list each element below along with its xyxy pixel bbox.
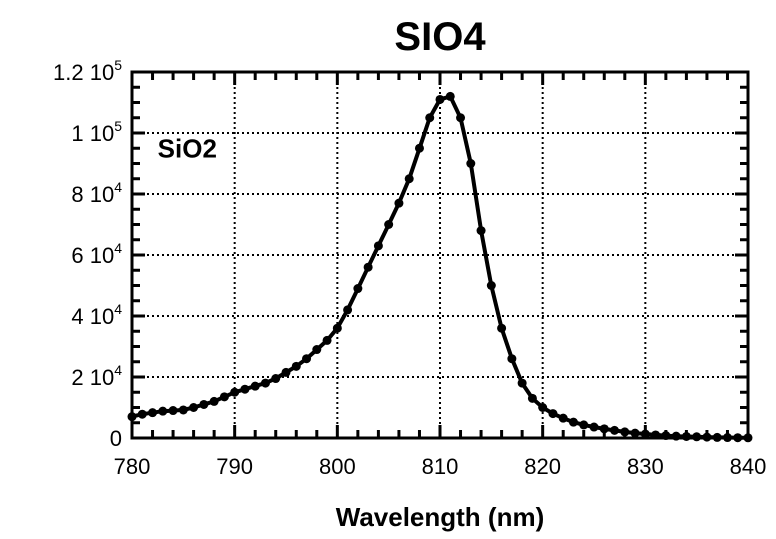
data-point — [661, 431, 671, 441]
data-point — [456, 113, 466, 123]
data-point — [538, 403, 548, 412]
data-point — [435, 94, 445, 104]
data-point — [630, 428, 640, 438]
data-point — [497, 323, 507, 333]
y-tick-label: 1 105 — [71, 118, 122, 146]
x-axis-label: Wavelength (nm) — [336, 502, 544, 532]
data-point — [610, 425, 620, 435]
data-point — [692, 432, 702, 442]
data-point — [414, 143, 424, 153]
data-point — [599, 424, 609, 434]
x-tick-label: 780 — [114, 454, 151, 479]
data-point — [353, 284, 363, 294]
data-point — [589, 422, 599, 432]
data-point — [127, 412, 137, 422]
data-point — [302, 354, 312, 364]
y-tick-label: 6 104 — [71, 240, 122, 268]
y-tick-label: 4 104 — [71, 301, 122, 329]
minor-ticks — [130, 70, 750, 440]
data-point — [168, 406, 178, 416]
data-point — [651, 430, 661, 440]
data-point — [178, 405, 188, 415]
x-axis-ticks: 780 790 800 810 820 830 840 — [114, 454, 767, 479]
chart-title: SIO4 — [394, 15, 486, 59]
data-point — [527, 393, 537, 403]
data-point — [466, 159, 476, 168]
data-point — [394, 198, 404, 208]
annotation-layer: SiO2 — [158, 133, 217, 163]
data-point — [219, 392, 229, 402]
data-point — [158, 406, 168, 416]
series-layer — [127, 91, 753, 443]
x-tick-label: 830 — [627, 454, 664, 479]
data-point — [476, 226, 486, 236]
data-point — [681, 431, 691, 441]
data-point — [722, 433, 732, 443]
data-point — [671, 431, 681, 441]
data-point — [404, 174, 414, 184]
x-tick-label: 810 — [422, 454, 459, 479]
data-point — [332, 323, 342, 333]
data-point — [702, 432, 712, 442]
data-point — [384, 220, 394, 229]
data-point — [240, 384, 250, 394]
data-point — [743, 433, 753, 443]
data-point — [250, 381, 260, 391]
data-point — [507, 354, 517, 364]
data-point — [199, 399, 209, 409]
data-point — [712, 432, 722, 442]
data-point — [373, 241, 383, 251]
x-tick-label: 840 — [730, 454, 767, 479]
data-point — [281, 367, 291, 377]
x-tick-label: 800 — [319, 454, 356, 479]
data-point — [640, 429, 650, 439]
data-point — [271, 374, 281, 384]
data-point — [363, 262, 373, 272]
data-point — [486, 281, 496, 290]
x-tick-label: 820 — [524, 454, 561, 479]
data-point — [558, 413, 568, 423]
y-tick-label: 0 — [110, 426, 122, 451]
data-point — [733, 433, 743, 443]
data-point — [568, 417, 578, 427]
y-tick-label: 1.2 105 — [53, 57, 122, 85]
data-point — [137, 409, 147, 419]
y-tick-label: 2 104 — [71, 362, 122, 390]
data-point — [445, 91, 455, 101]
grid-lines — [132, 72, 748, 438]
data-point — [620, 427, 630, 437]
data-point — [291, 361, 301, 371]
data-point — [517, 378, 527, 388]
data-point — [343, 305, 353, 315]
y-tick-label: 8 104 — [71, 179, 122, 207]
data-point — [312, 345, 322, 355]
y-axis-ticks: 0 2 104 4 104 6 104 8 104 1 105 1.2 105 — [53, 57, 122, 451]
annotation-label: SiO2 — [158, 133, 217, 163]
data-point — [548, 409, 558, 419]
data-point — [189, 403, 199, 412]
data-point — [260, 378, 270, 388]
data-point — [230, 387, 240, 397]
data-point — [322, 335, 332, 345]
data-point — [148, 408, 158, 418]
data-point — [209, 396, 219, 406]
x-tick-label: 790 — [216, 454, 253, 479]
data-point — [579, 420, 589, 430]
data-point — [425, 113, 435, 123]
